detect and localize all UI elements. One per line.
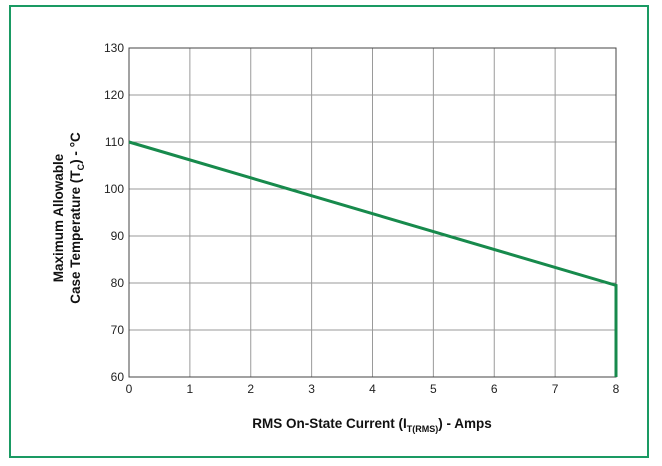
y-axis-title: Maximum Allowable Case Temperature (TC) … xyxy=(51,132,86,304)
x-tick-label-2: 2 xyxy=(247,382,254,396)
y-tick-label-5: 110 xyxy=(105,135,124,149)
y-axis-title-line1: Maximum Allowable xyxy=(51,153,66,282)
x-axis-title: RMS On-State Current (IT(RMS)) - Amps xyxy=(252,416,492,434)
x-tick-label-8: 8 xyxy=(613,382,620,396)
y-axis-title-line2: Case Temperature (TC) - °C xyxy=(68,132,86,304)
x-tick-label-4: 4 xyxy=(369,382,376,396)
x-tick-label-3: 3 xyxy=(308,382,315,396)
x-tick-labels: 0 1 2 3 4 5 6 7 8 xyxy=(126,382,620,396)
y-tick-label-1: 70 xyxy=(111,323,125,337)
x-tick-label-0: 0 xyxy=(126,382,133,396)
y-tick-label-3: 90 xyxy=(111,229,125,243)
y-tick-label-2: 80 xyxy=(111,276,125,290)
y-tick-label-7: 130 xyxy=(104,41,124,55)
y-tick-labels: 60 70 80 90 100 110 120 130 xyxy=(104,41,124,384)
x-tick-label-1: 1 xyxy=(187,382,194,396)
x-tick-label-6: 6 xyxy=(491,382,498,396)
x-tick-label-5: 5 xyxy=(430,382,437,396)
x-tick-label-7: 7 xyxy=(552,382,559,396)
y-tick-label-4: 100 xyxy=(104,182,124,196)
y-tick-label-0: 60 xyxy=(111,370,125,384)
y-tick-label-6: 120 xyxy=(104,88,124,102)
